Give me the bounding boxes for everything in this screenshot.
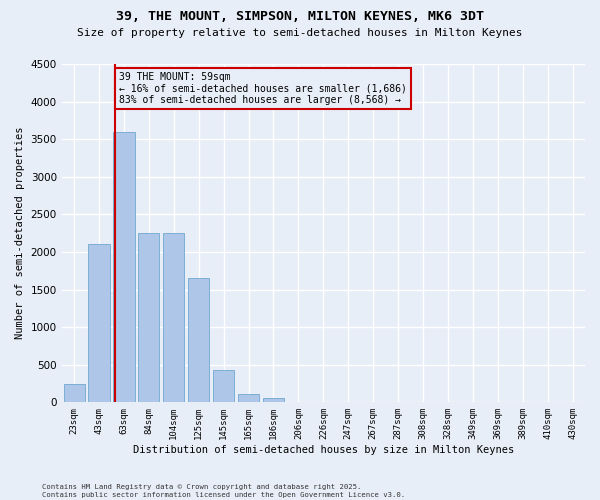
Bar: [213, 370, 234, 402]
Bar: [238, 394, 259, 402]
Bar: [138, 233, 160, 402]
Bar: [188, 278, 209, 402]
X-axis label: Distribution of semi-detached houses by size in Milton Keynes: Distribution of semi-detached houses by …: [133, 445, 514, 455]
Bar: [88, 244, 110, 402]
Text: 39, THE MOUNT, SIMPSON, MILTON KEYNES, MK6 3DT: 39, THE MOUNT, SIMPSON, MILTON KEYNES, M…: [116, 10, 484, 23]
Bar: [263, 398, 284, 402]
Text: Contains HM Land Registry data © Crown copyright and database right 2025.
Contai: Contains HM Land Registry data © Crown c…: [42, 484, 405, 498]
Bar: [64, 384, 85, 402]
Bar: [113, 132, 134, 402]
Text: Size of property relative to semi-detached houses in Milton Keynes: Size of property relative to semi-detach…: [77, 28, 523, 38]
Bar: [163, 233, 184, 402]
Text: 39 THE MOUNT: 59sqm
← 16% of semi-detached houses are smaller (1,686)
83% of sem: 39 THE MOUNT: 59sqm ← 16% of semi-detach…: [119, 72, 407, 104]
Y-axis label: Number of semi-detached properties: Number of semi-detached properties: [15, 127, 25, 340]
